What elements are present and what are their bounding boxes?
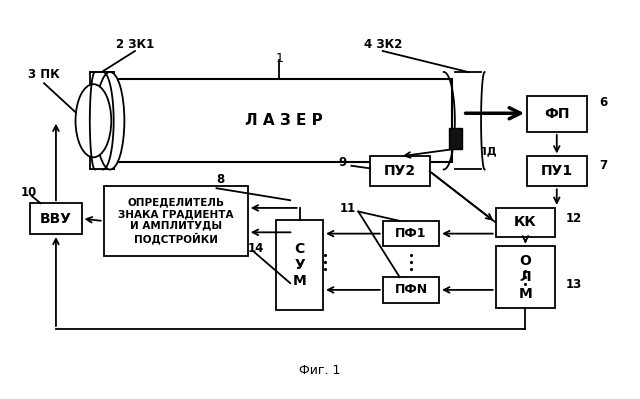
Bar — [527, 97, 586, 132]
Text: ПФ1: ПФ1 — [395, 227, 427, 240]
Text: ПУ2: ПУ2 — [384, 164, 416, 178]
Bar — [495, 208, 556, 237]
Text: ФП: ФП — [544, 107, 570, 121]
Text: ОПРЕДЕЛИТЕЛЬ
ЗНАКА ГРАДИЕНТА
И АМПЛИТУДЫ
ПОДСТРОЙКИ: ОПРЕДЕЛИТЕЛЬ ЗНАКА ГРАДИЕНТА И АМПЛИТУДЫ… — [118, 198, 234, 245]
Bar — [495, 246, 556, 308]
Bar — [91, 73, 113, 169]
Bar — [527, 156, 586, 186]
Text: 11: 11 — [340, 201, 356, 215]
Text: 7: 7 — [599, 160, 607, 172]
Text: 1: 1 — [275, 52, 283, 65]
Ellipse shape — [96, 72, 124, 170]
Bar — [383, 221, 439, 247]
Text: 8: 8 — [216, 173, 225, 186]
Bar — [116, 79, 452, 162]
Text: 3 ПК: 3 ПК — [28, 67, 60, 81]
Text: 2 ЗК1: 2 ЗК1 — [116, 38, 154, 51]
Ellipse shape — [76, 84, 111, 157]
Text: 9: 9 — [339, 156, 347, 169]
Text: ВВУ: ВВУ — [40, 211, 72, 225]
Text: 5 ПД: 5 ПД — [465, 146, 496, 156]
Bar — [276, 220, 323, 310]
Text: С
У
М: С У М — [292, 242, 307, 288]
Bar — [449, 128, 462, 149]
Bar — [90, 72, 114, 170]
Text: 13: 13 — [566, 278, 582, 290]
Bar — [30, 203, 82, 234]
Bar — [104, 186, 248, 256]
Bar — [383, 277, 439, 302]
Text: ПФN: ПФN — [394, 283, 428, 296]
Text: Л А З Е Р: Л А З Е Р — [245, 113, 323, 128]
Text: КК: КК — [514, 215, 537, 229]
Text: ПУ1: ПУ1 — [541, 164, 573, 178]
Bar — [455, 72, 481, 170]
Bar — [370, 156, 430, 186]
Text: 10: 10 — [20, 186, 36, 199]
Text: 14: 14 — [248, 242, 264, 255]
Text: О
Л
М: О Л М — [518, 254, 532, 300]
Text: 6: 6 — [599, 96, 607, 109]
Text: Фиг. 1: Фиг. 1 — [300, 363, 340, 377]
Text: 4 ЗК2: 4 ЗК2 — [364, 38, 402, 51]
Text: 12: 12 — [566, 212, 582, 225]
